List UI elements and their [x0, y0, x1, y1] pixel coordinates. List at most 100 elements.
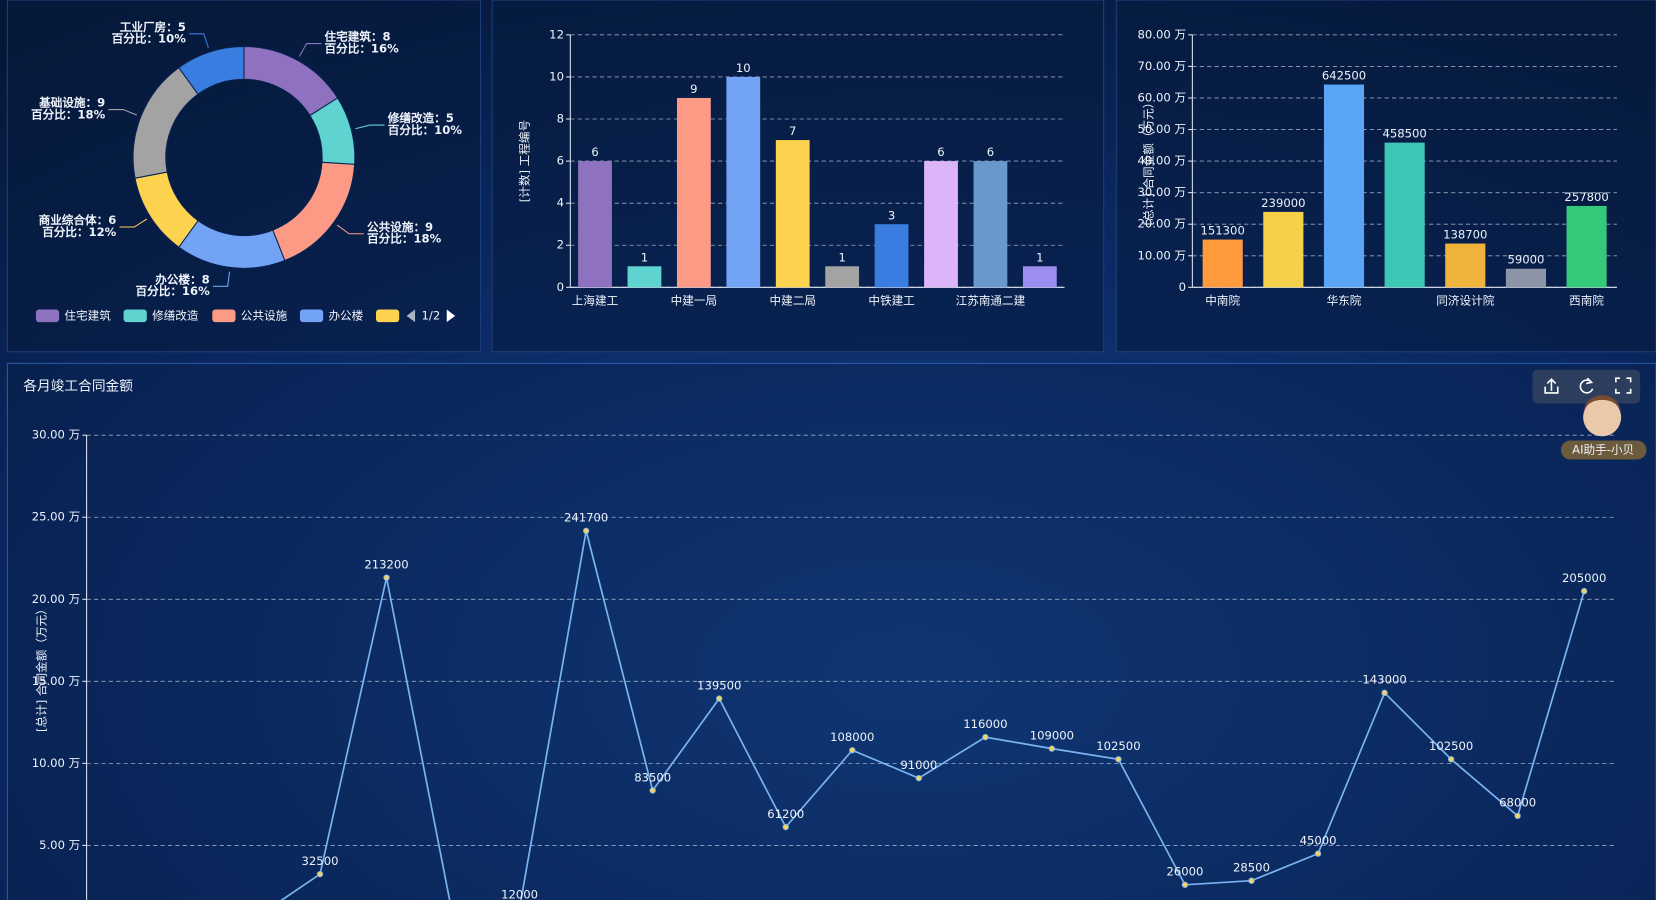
- assistant[interactable]: AI助手-小贝: [1560, 395, 1647, 460]
- y-tick-label: 0: [1179, 280, 1186, 294]
- fullscreen-button[interactable]: [1615, 377, 1632, 394]
- data-label: 6: [591, 145, 598, 159]
- point: [582, 527, 590, 535]
- panel-title: 各月竣工合同金额: [23, 379, 133, 395]
- assistant-hair: [1583, 395, 1622, 415]
- panel: [6, 362, 1656, 900]
- export-button[interactable]: [1544, 378, 1559, 394]
- slice-percent: 百分比：12%: [42, 225, 117, 239]
- y-tick-label: 80.00 万: [1137, 27, 1186, 41]
- bar: [1505, 268, 1547, 288]
- data-label: 116000: [963, 717, 1007, 731]
- slice-label: 商业综合体：6: [39, 213, 117, 227]
- y-tick-label: 12: [549, 27, 564, 41]
- data-label: 102500: [1096, 739, 1140, 753]
- point: [1248, 877, 1255, 884]
- data-label: 59000: [1507, 253, 1544, 267]
- data-label: 3: [888, 208, 895, 222]
- leader-line: [119, 218, 148, 228]
- point: [383, 574, 390, 581]
- legend-label: 公共设施: [241, 308, 288, 322]
- data-label: 10: [736, 61, 751, 75]
- point: [1314, 850, 1322, 857]
- pie-slice: [178, 45, 245, 95]
- data-label: 83500: [634, 770, 671, 784]
- data-label: 32500: [302, 854, 339, 868]
- y-tick-label: 60.00 万: [1137, 90, 1186, 104]
- data-label: 9: [690, 82, 697, 96]
- leader-line: [212, 271, 231, 287]
- data-label: 143000: [1362, 673, 1406, 687]
- data-label: 61200: [767, 807, 804, 821]
- y-tick-label: 2: [557, 238, 564, 252]
- data-label: 205000: [1562, 571, 1606, 585]
- legend-prev[interactable]: [406, 309, 416, 323]
- y-tick-label: 10: [549, 69, 564, 83]
- data-label: 12000: [501, 888, 538, 900]
- y-tick-label: 40.00 万: [1137, 154, 1186, 168]
- leader-line: [189, 33, 209, 49]
- charts: 住宅建筑：8百分比：16%修缮改造：5百分比：10%公共设施：9百分比：18%办…: [31, 20, 1617, 900]
- y-tick-label: 10.00 万: [1137, 248, 1186, 262]
- bar: [874, 224, 909, 288]
- slice-percent: 百分比：18%: [31, 107, 106, 121]
- y-axis-label: [总计] 合同金额（万元）: [35, 603, 49, 732]
- data-label: 26000: [1167, 865, 1204, 879]
- x-tick-label: 中建一局: [671, 294, 717, 308]
- slice-percent: 百分比：10%: [112, 32, 187, 46]
- bar: [775, 140, 810, 288]
- point: [782, 823, 789, 831]
- data-label: 213200: [364, 557, 408, 571]
- leader-line: [298, 43, 322, 57]
- y-axis-label: [总计] 合同金额（万元）: [1142, 97, 1156, 226]
- point: [849, 747, 856, 754]
- assistant-avatar[interactable]: [1583, 398, 1622, 437]
- data-label: 1: [641, 250, 648, 264]
- y-tick-label: 10.00 万: [32, 756, 81, 770]
- bar: [1263, 211, 1304, 288]
- data-label: 108000: [830, 730, 874, 744]
- y-tick-label: 30.00 万: [32, 428, 81, 442]
- y-tick-label: 6: [557, 154, 564, 168]
- y-axis-label: [计数] 工程编号: [517, 120, 531, 202]
- slice-percent: 百分比：16%: [136, 284, 211, 298]
- data-label: 7: [789, 124, 796, 138]
- assistant-label[interactable]: AI助手-小贝: [1572, 442, 1634, 456]
- legend-next[interactable]: [446, 309, 456, 323]
- bar: [1022, 266, 1057, 288]
- legend-swatch[interactable]: [212, 309, 236, 323]
- y-tick-label: 20.00 万: [1137, 217, 1186, 231]
- data-label: 241700: [564, 511, 608, 525]
- assistant-badge[interactable]: [1560, 440, 1647, 460]
- legend-swatch[interactable]: [123, 309, 147, 323]
- leader-line: [336, 224, 364, 235]
- data-label: 458500: [1382, 127, 1426, 141]
- point: [1381, 689, 1388, 696]
- x-tick-label: 中建二局: [770, 294, 816, 308]
- legend-page: 1/2: [422, 308, 441, 322]
- toolbar: [1532, 369, 1641, 404]
- slice-label: 基础设施：9: [38, 96, 105, 110]
- y-tick-label: 8: [557, 112, 564, 126]
- legend-swatch[interactable]: [299, 309, 324, 323]
- y-tick-label: 20.00 万: [32, 592, 81, 606]
- point: [649, 787, 656, 794]
- data-label: 6: [987, 145, 994, 159]
- slice-label: 住宅建筑：8: [324, 30, 390, 44]
- point: [716, 695, 723, 702]
- x-tick-label: 中南院: [1205, 294, 1240, 308]
- point: [1514, 812, 1521, 820]
- legend-swatch[interactable]: [375, 309, 400, 323]
- slice-label: 办公楼：8: [155, 272, 210, 286]
- x-tick-label: 上海建工: [572, 294, 619, 308]
- legend-swatch[interactable]: [35, 309, 60, 323]
- bar: [924, 161, 958, 288]
- x-tick-label: 西南院: [1569, 294, 1604, 308]
- toolbar-bg: [1532, 369, 1641, 404]
- y-tick-label: 50.00 万: [1137, 122, 1186, 136]
- bar: [578, 161, 612, 288]
- y-tick-label: 70.00 万: [1137, 59, 1186, 73]
- refresh-button[interactable]: [1579, 377, 1594, 394]
